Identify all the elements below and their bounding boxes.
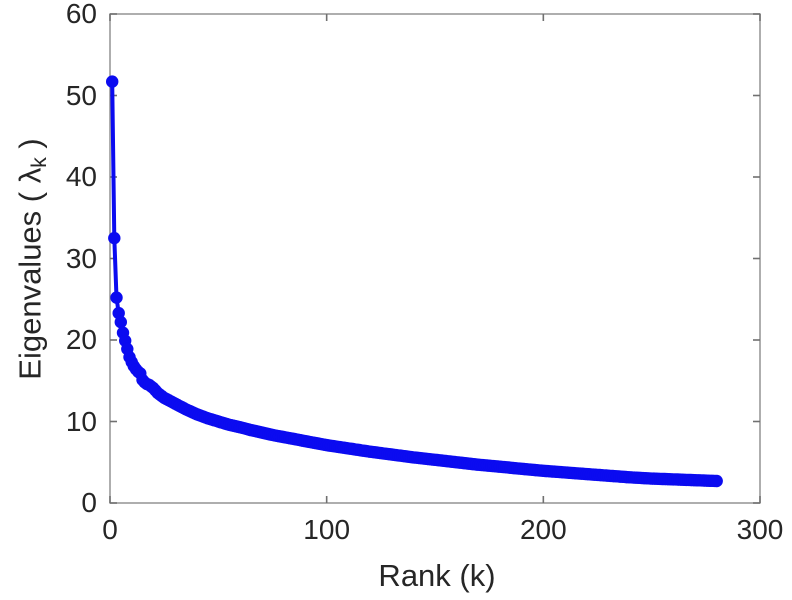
x-tick-label: 200: [519, 514, 567, 545]
eigenvalue-marker: [114, 315, 128, 329]
x-axis-label: Rank (k): [378, 558, 496, 593]
y-tick-label: 30: [65, 242, 97, 274]
eigenvalue-marker: [106, 75, 119, 88]
y-tick-label: 0: [81, 487, 97, 518]
lambda-symbol: λ: [12, 167, 48, 183]
eigenvalue-marker: [710, 474, 723, 488]
eigenvalue-marker: [108, 231, 121, 245]
x-tick-label: 100: [303, 514, 351, 545]
y-axis-label-suffix: ): [12, 137, 48, 157]
x-tick-label: 300: [736, 514, 784, 545]
y-tick-label: 60: [65, 0, 97, 29]
y-tick-label: 40: [65, 161, 97, 192]
eigenvalue-marker: [110, 291, 123, 304]
y-tick-label: 10: [65, 405, 97, 437]
y-axis-label: Eigenvalues ( λk ): [12, 137, 51, 380]
y-tick-label: 20: [65, 324, 97, 355]
lambda-subscript-k: k: [27, 156, 51, 168]
plot-box: [109, 13, 761, 504]
y-tick-label: 50: [65, 79, 97, 111]
y-axis-label-prefix: Eigenvalues (: [12, 182, 48, 380]
x-tick-label: 0: [102, 514, 118, 545]
axis-tick-marks: [109, 13, 761, 504]
eigenvalue-series: [106, 75, 723, 488]
